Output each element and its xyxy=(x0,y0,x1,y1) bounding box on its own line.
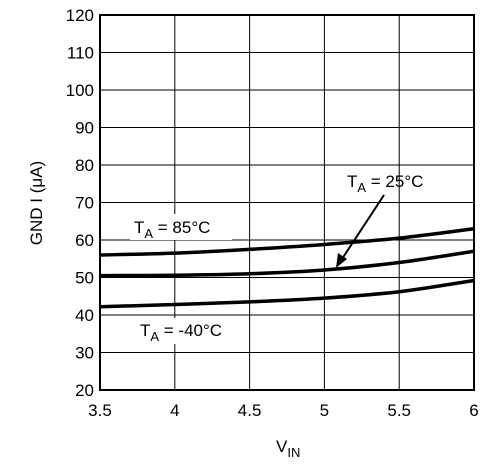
y-tick-label: 110 xyxy=(67,44,94,63)
y-tick-label: 50 xyxy=(75,269,94,288)
y-tick-label: 20 xyxy=(75,381,94,400)
series-line-minus40c xyxy=(99,278,475,309)
annotation-85-background xyxy=(130,214,232,240)
series-line-85c xyxy=(99,227,475,257)
annotation-25c: TA = 25°C xyxy=(347,172,423,195)
annotation-minus40-background xyxy=(136,318,242,344)
annotation-85c: TA = 85°C xyxy=(134,218,210,241)
annotation-25c-arrowhead xyxy=(336,253,347,268)
series-line-25c xyxy=(99,249,475,278)
x-tick-label: 5.5 xyxy=(387,401,411,420)
y-tick-label: 70 xyxy=(75,194,94,213)
x-tick-label: 6 xyxy=(469,401,478,420)
series-group xyxy=(99,227,475,309)
y-tick-label: 30 xyxy=(75,344,94,363)
y-tick-label: 80 xyxy=(75,156,94,175)
x-tick-label: 5 xyxy=(320,401,329,420)
y-tick-label: 90 xyxy=(75,119,94,138)
x-axis-title: VIN xyxy=(276,437,300,460)
annotation-minus40c: TA = -40°C xyxy=(140,321,222,344)
y-tick-label: 60 xyxy=(75,231,94,250)
x-tick-label: 4.5 xyxy=(238,401,262,420)
y-tick-label: 100 xyxy=(66,81,94,100)
y-tick-label: 40 xyxy=(75,306,94,325)
x-tick-labels: 3.5 4 4.5 5 5.5 6 xyxy=(88,401,479,420)
x-tick-label: 3.5 xyxy=(88,401,112,420)
y-tick-label: 120 xyxy=(66,6,94,25)
x-tick-label: 4 xyxy=(170,401,179,420)
y-tick-labels: 20 30 40 50 60 70 80 90 100 110 120 xyxy=(66,6,94,400)
plot-frame xyxy=(99,14,475,391)
y-axis-title: GND I (μA) xyxy=(27,161,46,245)
annotation-25c-arrow xyxy=(341,194,385,260)
